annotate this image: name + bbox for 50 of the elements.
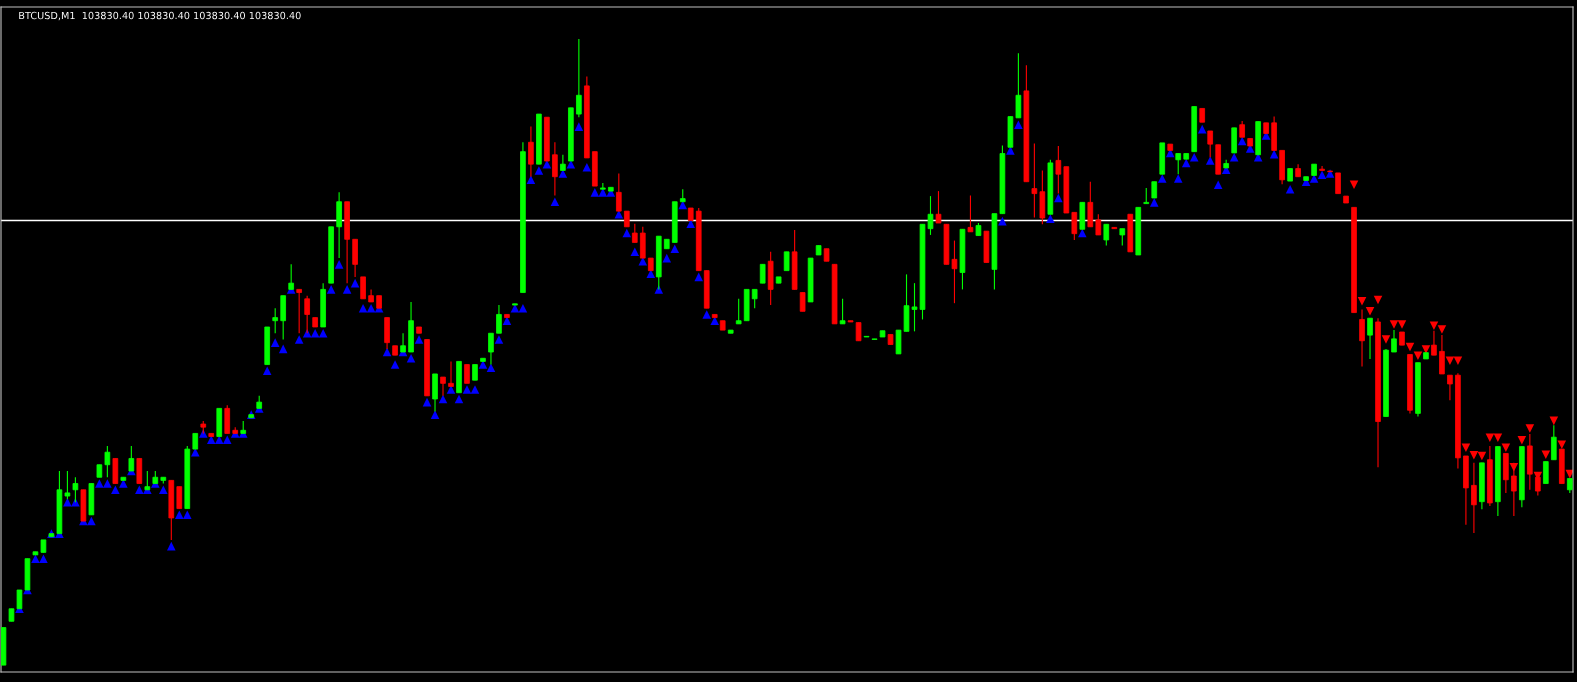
candlestick — [552, 141, 558, 197]
candlestick — [1391, 329, 1397, 353]
point — [1357, 297, 1367, 306]
candlestick — [839, 298, 846, 325]
point — [1541, 450, 1551, 459]
point — [1397, 320, 1407, 329]
candlestick — [1095, 213, 1102, 236]
candlestick — [176, 486, 183, 510]
candlestick — [1071, 211, 1078, 241]
chart-title: BTCUSD,M1 103830.40 103830.40 103830.40 103830.40 — [19, 11, 301, 21]
candlestick — [1319, 165, 1325, 171]
candlestick — [272, 307, 278, 334]
candlestick — [967, 194, 974, 233]
point — [1549, 416, 1559, 426]
point — [1381, 335, 1391, 344]
candlestick — [751, 288, 758, 309]
candlestick — [735, 298, 742, 325]
point — [1525, 424, 1535, 433]
point — [1421, 345, 1431, 354]
candlestick — [1471, 462, 1477, 534]
point — [1565, 469, 1573, 479]
candlestick — [1031, 142, 1038, 218]
candlestick — [1447, 374, 1453, 401]
point — [1517, 436, 1527, 445]
candlestick — [1543, 461, 1549, 485]
candlestick — [464, 363, 470, 384]
point — [1413, 351, 1423, 361]
point — [1557, 440, 1567, 449]
point — [1365, 307, 1375, 316]
candlestick — [496, 304, 502, 334]
candlestick — [1335, 172, 1341, 195]
candlestick — [296, 288, 302, 334]
candlestick — [855, 322, 862, 342]
candlestick — [1015, 52, 1022, 119]
point — [1389, 320, 1399, 329]
point — [1437, 325, 1447, 334]
candlestick — [104, 445, 111, 478]
candlestick — [360, 276, 366, 300]
candlestick — [799, 291, 806, 312]
candlestick — [783, 251, 790, 272]
candlestick — [1175, 152, 1182, 175]
candlestick — [759, 263, 766, 284]
candlestick — [631, 223, 638, 243]
point — [1469, 451, 1479, 460]
candlestick — [1103, 223, 1110, 247]
candlestick — [1359, 308, 1365, 367]
candlestick — [1367, 317, 1373, 360]
candlestick — [576, 38, 582, 118]
point — [1429, 321, 1439, 330]
candlestick — [935, 190, 942, 224]
